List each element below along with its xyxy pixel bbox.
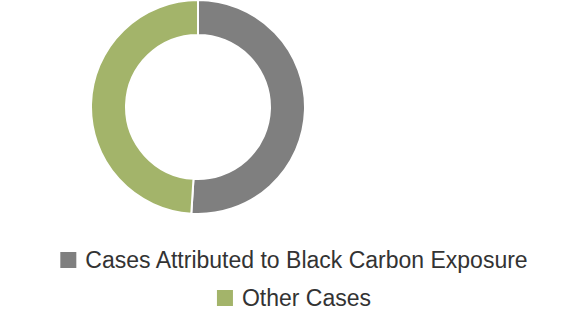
legend-swatch [217, 290, 233, 306]
legend: Cases Attributed to Black Carbon Exposur… [60, 247, 527, 311]
legend-swatch [60, 252, 76, 268]
slices [91, 0, 305, 214]
legend-label: Cases Attributed to Black Carbon Exposur… [85, 247, 527, 273]
legend-label: Other Cases [242, 285, 371, 311]
chart: Cases Attributed to Black Carbon Exposur… [0, 0, 588, 316]
slice [191, 0, 305, 214]
slice [91, 0, 198, 214]
